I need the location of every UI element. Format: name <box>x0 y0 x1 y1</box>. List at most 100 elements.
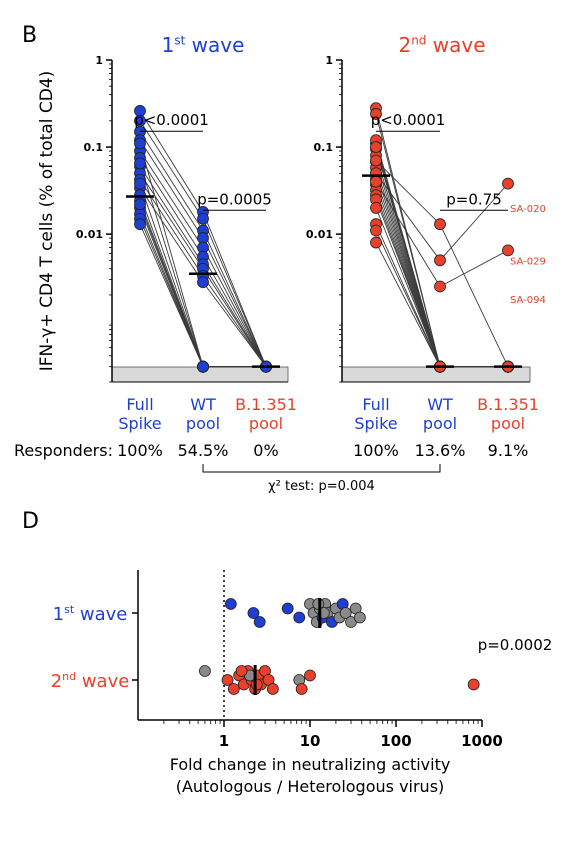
paired-line <box>202 218 267 367</box>
paired-line <box>202 237 267 367</box>
paired-line <box>375 199 441 367</box>
neutralization-point <box>339 607 352 619</box>
paired-line <box>139 224 204 367</box>
category-label-line2: Spike <box>118 414 161 433</box>
comparison-pvalue: p=0.75 <box>446 190 502 208</box>
responders-label: Responders: <box>14 441 113 460</box>
group-title: 1st wave <box>162 33 245 57</box>
row-label: 2nd wave <box>51 670 130 692</box>
y-tick-label: 0.01 <box>76 228 103 241</box>
paired-line <box>139 187 204 283</box>
d-x-axis-label-line1: Fold change in neutralizing activity <box>170 755 451 774</box>
paired-line <box>139 143 204 367</box>
group-title-sup: nd <box>411 33 426 47</box>
row-label: 1st wave <box>53 603 128 625</box>
data-point <box>370 141 382 153</box>
neutralization-point <box>266 683 279 695</box>
neutralization-point <box>224 598 237 610</box>
paired-line <box>139 139 204 239</box>
sample-annotation: SA-094 <box>510 295 546 306</box>
d-x-tick-label: 100 <box>380 732 411 750</box>
responders-value: 13.6% <box>415 441 466 460</box>
data-point <box>370 175 382 188</box>
panel-b-tcell-chart: IFN-γ+ CD4 T cells (% of total CD4) Respo… <box>14 33 546 494</box>
neutralization-point <box>227 683 240 695</box>
d-x-axis-label-line2: (Autologous / Heterologous virus) <box>176 777 445 796</box>
paired-line <box>439 223 509 367</box>
paired-line <box>202 275 267 367</box>
paired-line <box>139 204 204 367</box>
sample-annotation: SA-029 <box>510 256 546 267</box>
y-tick-label: 0.1 <box>314 141 334 154</box>
data-point <box>134 177 146 190</box>
responders-value: 54.5% <box>178 441 229 460</box>
paired-line <box>375 181 441 287</box>
row-label-base: 2 <box>51 671 62 692</box>
data-point <box>370 224 382 237</box>
category-label-line2: pool <box>186 414 220 433</box>
data-point <box>370 108 382 120</box>
category-label-line1: Full <box>126 395 153 414</box>
paired-line <box>202 247 267 367</box>
neutralization-point <box>293 611 306 624</box>
data-point <box>502 177 514 190</box>
row-label-sup: nd <box>62 670 76 683</box>
group-1: 1st wave10.10.01p<0.0001p=0.0005FullSpik… <box>76 33 297 460</box>
data-point <box>134 198 146 211</box>
panel-letter-d: D <box>22 509 39 534</box>
chi-square-bracket <box>202 464 441 473</box>
wave-series-1: 1st wave <box>53 598 366 628</box>
paired-line <box>139 131 204 231</box>
category-label-line1: WT <box>427 395 453 414</box>
comparison-pvalue: p<0.0001 <box>371 111 446 129</box>
y-tick-label: 1 <box>95 54 103 67</box>
category-label-line2: pool <box>249 414 283 433</box>
category-label-line2: pool <box>423 414 457 433</box>
paired-line <box>202 230 267 367</box>
data-point <box>134 218 146 231</box>
row-label-rest: wave <box>76 671 129 692</box>
d-x-tick-label: 1 <box>219 732 229 750</box>
paired-line <box>439 249 509 287</box>
y-tick-label: 0.1 <box>84 141 104 154</box>
y-tick-label: 0.01 <box>306 228 333 241</box>
d-x-tick-label: 1000 <box>461 732 503 750</box>
paired-line <box>202 211 267 367</box>
wave-series-2: 2nd wave <box>51 665 480 695</box>
category-label-line2: pool <box>491 414 525 433</box>
y-axis-label: IFN-γ+ CD4 T cells (% of total CD4) <box>37 71 57 372</box>
data-point <box>134 137 146 150</box>
data-point <box>434 254 446 267</box>
data-point <box>434 218 446 231</box>
y-tick-label: 1 <box>325 54 333 67</box>
group-2: 2nd wave 1 0.1 0.01 p<0.0001 p=0.75 SA-020 SA-0… <box>306 33 546 460</box>
data-point <box>197 212 209 225</box>
data-point <box>370 201 382 214</box>
neutralization-point <box>247 607 260 619</box>
responders-value: 0% <box>253 441 278 460</box>
panel-letter-b: B <box>22 23 37 48</box>
sample-annotation: SA-020 <box>510 204 546 215</box>
paired-line <box>139 166 204 265</box>
paired-line <box>139 110 204 213</box>
d-x-tick-label: 10 <box>300 732 321 750</box>
data-point <box>134 157 146 170</box>
paired-line <box>139 150 204 248</box>
paired-line <box>139 163 204 367</box>
comparison-pvalue: p=0.0005 <box>197 190 272 208</box>
chi-square-test: χ² test: p=0.004 <box>268 479 375 494</box>
neutralization-point <box>304 669 316 682</box>
paired-line <box>375 172 441 261</box>
paired-line <box>202 281 267 367</box>
panel-d-neutralization-chart: 1 10 100 1000 1st wave 2nd wave p=0.0002 Fold c… <box>51 570 553 796</box>
d-pvalue: p=0.0002 <box>478 636 553 654</box>
category-label-line1: B.1.351 <box>235 395 297 414</box>
data-point <box>434 280 446 293</box>
neutralization-point <box>467 678 480 691</box>
group-title-rest: wave <box>426 33 485 57</box>
data-point <box>502 244 514 257</box>
data-point <box>197 276 209 289</box>
group-title: 2nd wave <box>398 33 485 57</box>
row-label-rest: wave <box>74 604 127 625</box>
